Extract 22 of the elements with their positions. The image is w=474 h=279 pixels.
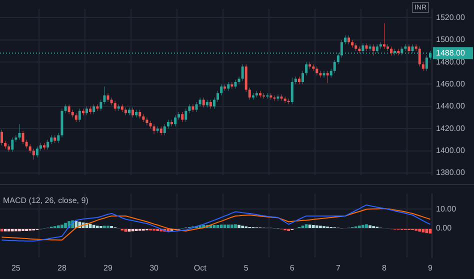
x-tick-label: 29 — [104, 263, 113, 272]
x-tick-label: 9 — [428, 263, 434, 272]
x-tick-label: 28 — [58, 263, 67, 272]
x-tick-label: Oct — [194, 263, 208, 272]
chart-title: MACD (12, 26, close, 9) — [3, 196, 89, 206]
x-tick-label: 7 — [336, 263, 341, 272]
y-tick-label: 1420.00 — [436, 124, 466, 133]
y-tick-label: 1480.00 — [436, 57, 466, 66]
y-tick-label: 1400.00 — [436, 146, 466, 155]
y-tick-label: 0.00 — [436, 224, 452, 233]
y-tick-label: 10.00 — [436, 204, 457, 214]
x-tick-label: 5 — [244, 263, 249, 272]
y-tick-label: 1520.00 — [436, 12, 466, 22]
y-tick-label: 1380.00 — [436, 168, 466, 178]
x-tick-label: 25 — [11, 263, 21, 272]
x-tick-label: 30 — [150, 263, 160, 272]
y-tick-label: 1500.00 — [436, 35, 466, 44]
ref-line-label: 1488.00 — [436, 48, 466, 58]
y-tick-label: 1440.00 — [436, 102, 466, 111]
x-tick-label: 8 — [382, 263, 387, 272]
y-tick-label: 1460.00 — [436, 79, 466, 88]
x-tick-label: 6 — [290, 263, 295, 272]
